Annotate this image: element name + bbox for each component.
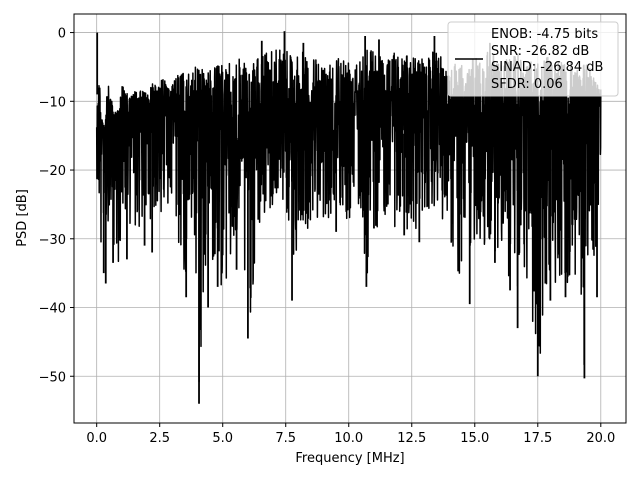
y-axis-ticks: 0 −10 −20 −30 −40 −50: [39, 27, 74, 385]
y-tick-label: −50: [39, 370, 66, 385]
y-tick-label: −20: [39, 164, 66, 179]
y-tick-label: −40: [39, 302, 66, 317]
legend-entry-sfdr: SFDR: 0.06: [491, 77, 563, 92]
y-tick-label: −10: [39, 95, 66, 110]
x-tick-label: 17.5: [523, 431, 552, 446]
y-tick-label: 0: [58, 27, 66, 42]
legend-entry-enob: ENOB: -4.75 bits: [491, 27, 598, 42]
series-group: [95, 31, 602, 404]
legend: ENOB: -4.75 bits SNR: -26.82 dB SINAD: -…: [447, 21, 619, 97]
x-tick-label: 20.0: [586, 431, 615, 446]
legend-entry-snr: SNR: -26.82 dB: [491, 44, 589, 59]
x-tick-label: 12.5: [397, 431, 426, 446]
legend-entry-sinad: SINAD: -26.84 dB: [491, 60, 603, 75]
x-axis-ticks: 0.0 2.5 5.0 7.5 10.0 12.5 15.0 17.5 20.0: [86, 423, 615, 446]
x-tick-label: 0.0: [86, 431, 107, 446]
x-tick-label: 2.5: [149, 431, 170, 446]
x-tick-label: 5.0: [212, 431, 233, 446]
legend-box: [447, 21, 619, 97]
x-tick-label: 10.0: [334, 431, 363, 446]
y-axis-label: PSD [dB]: [15, 189, 30, 247]
x-tick-label: 7.5: [275, 431, 296, 446]
y-tick-label: −30: [39, 233, 66, 248]
plot-frame: [73, 13, 627, 424]
x-tick-label: 15.0: [460, 431, 489, 446]
x-axis-label: Frequency [MHz]: [295, 451, 404, 466]
